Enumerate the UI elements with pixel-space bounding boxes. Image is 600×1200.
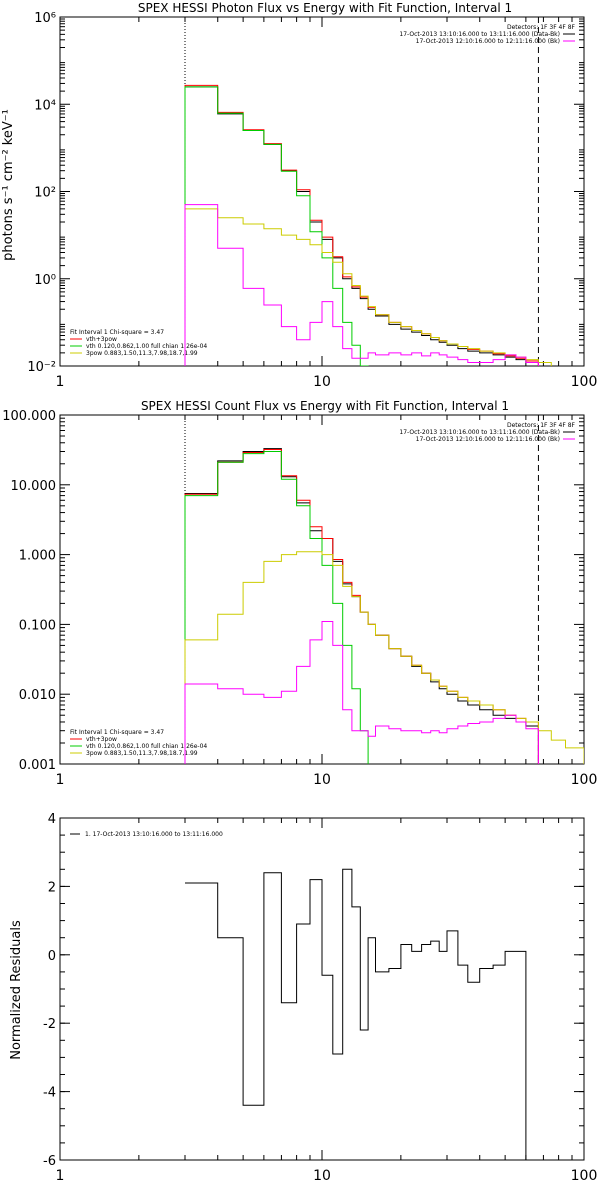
fit-label: Fit Interval 1 Chi-square = 3.47 — [70, 329, 164, 336]
series-data — [184, 86, 539, 366]
series-3pow — [184, 208, 552, 366]
y-tick-label: 10.000 — [11, 479, 57, 494]
y-tick-label: 100.000 — [2, 409, 56, 424]
legend-entry-3pow: 3pow 0.883,1.50,11.3,7.98,18.7,1.99 — [86, 350, 198, 357]
series-vth — [184, 86, 369, 366]
y-tick-label: -6 — [43, 1154, 56, 1169]
detectors-caption: Detectors: 1F 3F 4F 8F — [507, 422, 576, 429]
legend-entry-fit: vth+3pow — [86, 736, 117, 743]
series-vth — [184, 451, 369, 764]
y-tick-label: 10⁶ — [34, 11, 56, 26]
x-tick-label: 1 — [56, 1168, 65, 1184]
series-residuals — [185, 868, 539, 1160]
legend-entry-3pow: 3pow 0.883,1.50,11.3,7.98,18.7,1.99 — [86, 750, 198, 757]
x-tick-label: 10 — [313, 772, 331, 788]
y-tick-label: 1.000 — [19, 549, 56, 564]
legend-entry-residuals: 1. 17-Oct-2013 13:10:16.000 to 13:11:16.… — [85, 831, 223, 838]
photon-flux-panel: SPEX HESSI Photon Flux vs Energy with Fi… — [1, 1, 598, 390]
residuals-panel: Normalized Residuals 1. 17-Oct-2013 13:1… — [9, 812, 597, 1184]
y-tick-label: 10² — [34, 186, 56, 201]
y-tick-label: 0 — [48, 949, 56, 964]
x-tick-label: 1 — [56, 772, 65, 788]
count-flux-panel: SPEX HESSI Count Flux vs Energy with Fit… — [2, 399, 597, 788]
x-tick-label: 10 — [313, 1168, 331, 1184]
y-tick-label: 2 — [48, 880, 56, 895]
x-tick-label: 1 — [56, 374, 65, 390]
y-tick-label: 10⁻² — [27, 360, 56, 375]
data-interval-caption: 17-Oct-2013 13:10:16.000 to 13:11:16.000… — [399, 31, 560, 38]
series-vth-3pow — [184, 449, 539, 764]
series-group — [185, 868, 539, 1160]
y-axis-label: Normalized Residuals — [9, 920, 24, 1060]
y-tick-label: -2 — [43, 1017, 56, 1032]
detectors-caption: Detectors: 1F 3F 4F 8F — [507, 24, 576, 31]
y-tick-label: 0.010 — [19, 688, 56, 703]
series-data — [184, 448, 539, 764]
series-3pow — [184, 551, 584, 764]
legend-entry-vth: vth 0.120,0.862,1.00 full chian 1.26e-04 — [86, 743, 207, 750]
y-tick-label: 10⁴ — [34, 98, 56, 113]
series-group — [184, 84, 552, 366]
legend-entry-fit: vth+3pow — [86, 336, 117, 343]
y-tick-label: 4 — [48, 812, 56, 827]
series-vth-3pow — [184, 84, 539, 366]
y-tick-label: 0.001 — [19, 758, 56, 773]
chart-title: SPEX HESSI Count Flux vs Energy with Fit… — [141, 399, 509, 413]
x-tick-label: 100 — [571, 772, 598, 788]
x-tick-label: 100 — [571, 1168, 598, 1184]
plot-frame — [59, 817, 585, 1161]
data-interval-caption: 17-Oct-2013 13:10:16.000 to 13:11:16.000… — [399, 429, 560, 436]
series-background — [184, 621, 539, 764]
series-background — [184, 204, 539, 366]
y-tick-label: 10⁰ — [34, 273, 56, 288]
fit-label: Fit Interval 1 Chi-square = 3.47 — [70, 729, 164, 736]
background-interval-caption: 17-Oct-2013 12:10:16.000 to 12:11:16.000… — [416, 436, 560, 443]
legend-entry-vth: vth 0.120,0.862,1.00 full chian 1.26e-04 — [86, 343, 207, 350]
y-tick-label: 0.100 — [19, 618, 56, 633]
series-group — [184, 448, 584, 764]
background-interval-caption: 17-Oct-2013 12:10:16.000 to 12:11:16.000… — [416, 38, 560, 45]
x-tick-label: 100 — [571, 374, 598, 390]
y-tick-label: -4 — [43, 1086, 56, 1101]
chart-title: SPEX HESSI Photon Flux vs Energy with Fi… — [138, 1, 512, 15]
y-axis-label: photons s⁻¹ cm⁻² keV⁻¹ — [1, 109, 16, 261]
x-tick-label: 10 — [313, 374, 331, 390]
